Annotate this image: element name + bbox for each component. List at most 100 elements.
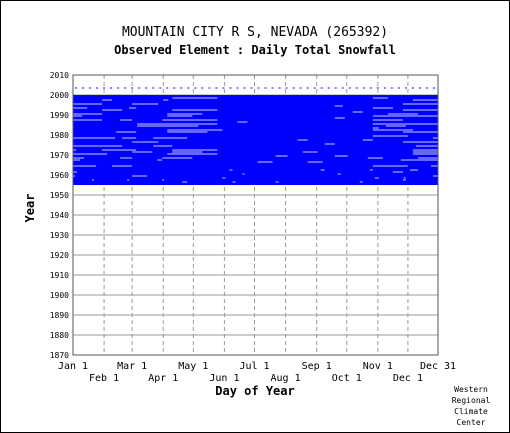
sparse-observation [159,87,162,89]
sparse-observation [138,87,141,89]
x-tick-label: Sep 1 [302,361,332,372]
missing-segment [116,131,137,133]
sparse-observation [257,87,260,89]
missing-segment [167,131,208,133]
missing-segment [172,151,203,153]
missing-segment [73,159,81,161]
missing-segment [275,181,279,183]
sparse-observation [334,87,337,89]
x-tick-label: May 1 [178,361,208,372]
sparse-observation [82,87,85,89]
sparse-observation [75,87,78,89]
missing-segment [162,119,218,121]
sparse-observation [208,87,211,89]
y-tick-label: 1980 [50,131,69,140]
sparse-observation [152,87,155,89]
missing-segment [409,169,418,171]
missing-segment [172,149,218,151]
missing-segment [102,149,137,151]
missing-segment [222,177,226,179]
missing-segment [402,131,438,133]
missing-segment [402,141,438,143]
missing-segment [372,119,403,121]
x-tick-label: Nov 1 [363,361,393,372]
sparse-observation [173,87,176,89]
missing-segment [415,145,438,147]
sparse-observation [110,87,113,89]
sparse-observation [397,87,400,89]
x-axis-label: Day of Year [215,384,294,398]
sparse-observation [180,87,183,89]
missing-segment [137,125,199,127]
missing-segment [400,159,438,161]
sparse-observation [327,87,330,89]
y-tick-label: 2000 [50,91,69,100]
sparse-observation [348,87,351,89]
missing-segment [387,113,418,115]
missing-segment [374,177,379,179]
missing-segment [372,97,388,99]
missing-segment [102,109,123,111]
sparse-observation [264,87,267,89]
sparse-observation [390,87,393,89]
missing-segment [362,139,373,141]
missing-segment [372,127,379,129]
sparse-observation [320,87,323,89]
missing-segment [153,137,188,139]
missing-segment [182,181,188,183]
missing-segment [402,179,406,181]
missing-segment [112,165,133,167]
x-tick-label: Mar 1 [117,361,147,372]
missing-segment [372,165,408,167]
missing-segment [403,177,406,179]
missing-segment [73,175,76,177]
missing-segment [172,97,218,99]
missing-segment [167,129,223,131]
sparse-observation [292,87,295,89]
missing-segment [73,171,78,173]
sparse-observation [369,87,372,89]
x-tick-label: Apr 1 [148,373,178,384]
coverage-band [73,95,438,185]
missing-segment [73,137,116,139]
chart-title: MOUNTAIN CITY R S, NEVADA (265392) [121,25,389,40]
missing-segment [137,123,218,125]
missing-segment [122,137,137,139]
sparse-observation [201,87,204,89]
missing-segment [102,99,113,101]
sparse-observation [243,87,246,89]
missing-segment [337,173,341,175]
sparse-observation [362,87,365,89]
missing-segment [412,153,438,155]
missing-segment [372,129,413,131]
sparse-observation [187,87,190,89]
sparse-observation [313,87,316,89]
missing-segment [275,155,288,157]
y-tick-label: 1950 [50,191,69,200]
missing-segment [372,107,393,109]
x-tick-label: Dec 31 [420,361,456,372]
missing-segment [385,125,406,127]
sparse-observation [124,87,127,89]
missing-segment [359,181,363,183]
missing-segment [432,137,438,139]
missing-segment [369,169,373,171]
data-coverage-bars [73,87,438,185]
y-tick-label: 1940 [50,211,69,220]
sparse-observation [250,87,253,89]
x-tick-label: Jan 1 [58,361,88,372]
missing-segment [132,175,148,177]
missing-segment [412,99,438,101]
missing-segment [402,109,438,111]
missing-segment [73,107,88,109]
missing-segment [242,173,245,175]
missing-segment [73,145,123,147]
y-tick-label: 1960 [50,171,69,180]
missing-segment [73,157,85,159]
missing-segment [120,119,133,121]
missing-segment [167,153,218,155]
missing-segment [430,165,438,167]
missing-segment [73,149,77,151]
missing-segment [324,143,335,145]
